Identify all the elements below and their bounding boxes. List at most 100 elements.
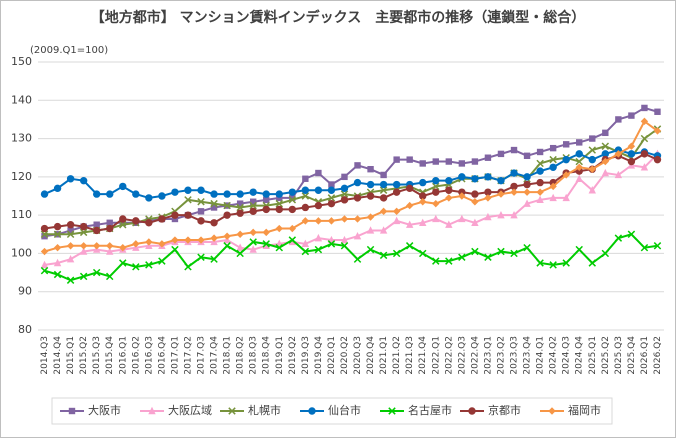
point	[353, 232, 362, 240]
point	[380, 171, 387, 179]
point	[353, 194, 362, 202]
point	[588, 186, 596, 194]
point	[288, 224, 297, 233]
legend-marker	[228, 407, 236, 415]
x-tick-label: 2015.Q3	[92, 336, 102, 375]
point	[549, 193, 557, 202]
point	[301, 247, 310, 256]
point	[314, 217, 323, 225]
point	[510, 188, 518, 196]
point	[536, 167, 544, 175]
x-tick-label: 2016.Q4	[157, 336, 167, 375]
point	[601, 150, 610, 158]
x-tick-label: 2019.Q3	[301, 336, 311, 375]
point	[327, 240, 336, 248]
point	[458, 188, 466, 196]
x-tick-label: 2021.Q4	[418, 336, 428, 375]
point	[145, 194, 153, 202]
point	[405, 201, 414, 210]
point	[197, 253, 205, 261]
point	[523, 243, 531, 252]
point	[366, 226, 375, 234]
point	[210, 255, 218, 263]
point	[262, 241, 270, 249]
x-tick-label: 2017.Q4	[210, 336, 220, 375]
point	[471, 158, 479, 165]
point	[588, 259, 597, 267]
point	[223, 232, 231, 240]
point	[640, 150, 649, 158]
point	[40, 260, 49, 269]
x-tick-label: 2024.Q1	[536, 336, 546, 375]
x-tick-label: 2018.Q4	[262, 336, 272, 375]
point	[562, 171, 570, 179]
point	[223, 242, 231, 250]
point	[328, 181, 335, 188]
point	[197, 186, 205, 194]
point	[236, 190, 244, 198]
point	[510, 249, 518, 258]
point	[132, 217, 140, 225]
point	[158, 215, 166, 223]
point	[67, 227, 74, 234]
point	[106, 224, 114, 233]
point	[445, 257, 453, 265]
point	[249, 188, 257, 196]
point	[171, 211, 179, 219]
point	[184, 196, 192, 204]
point	[549, 261, 557, 269]
point	[602, 129, 609, 137]
point	[145, 238, 153, 246]
x-tick-label: 2017.Q3	[197, 336, 207, 375]
point	[158, 257, 166, 265]
x-tick-label: 2015.Q4	[105, 336, 115, 375]
point	[236, 209, 244, 217]
x-tick-label: 2014.Q4	[53, 336, 63, 375]
x-tick-label: 2023.Q3	[510, 336, 520, 375]
point	[275, 190, 283, 198]
point	[66, 276, 75, 284]
legend-label: 福岡市	[568, 403, 601, 417]
point	[510, 169, 518, 177]
point	[40, 266, 49, 275]
point	[497, 210, 505, 219]
point	[132, 263, 140, 271]
point	[549, 182, 557, 191]
point	[445, 176, 453, 185]
point	[132, 190, 140, 198]
point	[601, 142, 610, 150]
x-tick-label: 2026.Q2	[653, 336, 663, 375]
y-tick-label: 100	[11, 246, 32, 259]
point	[354, 162, 361, 169]
point	[41, 233, 48, 240]
point	[249, 228, 257, 237]
point	[419, 192, 427, 200]
point	[301, 203, 310, 212]
point	[106, 190, 114, 198]
point	[249, 201, 257, 210]
point	[92, 242, 101, 250]
series-line	[44, 128, 659, 236]
point	[392, 216, 401, 225]
point	[601, 168, 610, 177]
point	[654, 108, 661, 115]
point	[92, 190, 101, 198]
point	[432, 188, 440, 196]
point	[301, 217, 310, 225]
point	[484, 253, 492, 261]
point	[275, 243, 284, 252]
point	[210, 219, 218, 227]
legend-marker	[548, 407, 556, 415]
point	[614, 150, 623, 158]
point	[132, 240, 140, 248]
point	[262, 190, 270, 198]
point	[40, 247, 49, 256]
point	[301, 186, 310, 194]
x-tick-label: 2019.Q1	[275, 336, 285, 375]
point	[197, 217, 205, 225]
point	[79, 242, 88, 250]
point	[628, 112, 635, 119]
point	[119, 215, 127, 223]
point	[119, 182, 127, 191]
point	[353, 178, 362, 187]
